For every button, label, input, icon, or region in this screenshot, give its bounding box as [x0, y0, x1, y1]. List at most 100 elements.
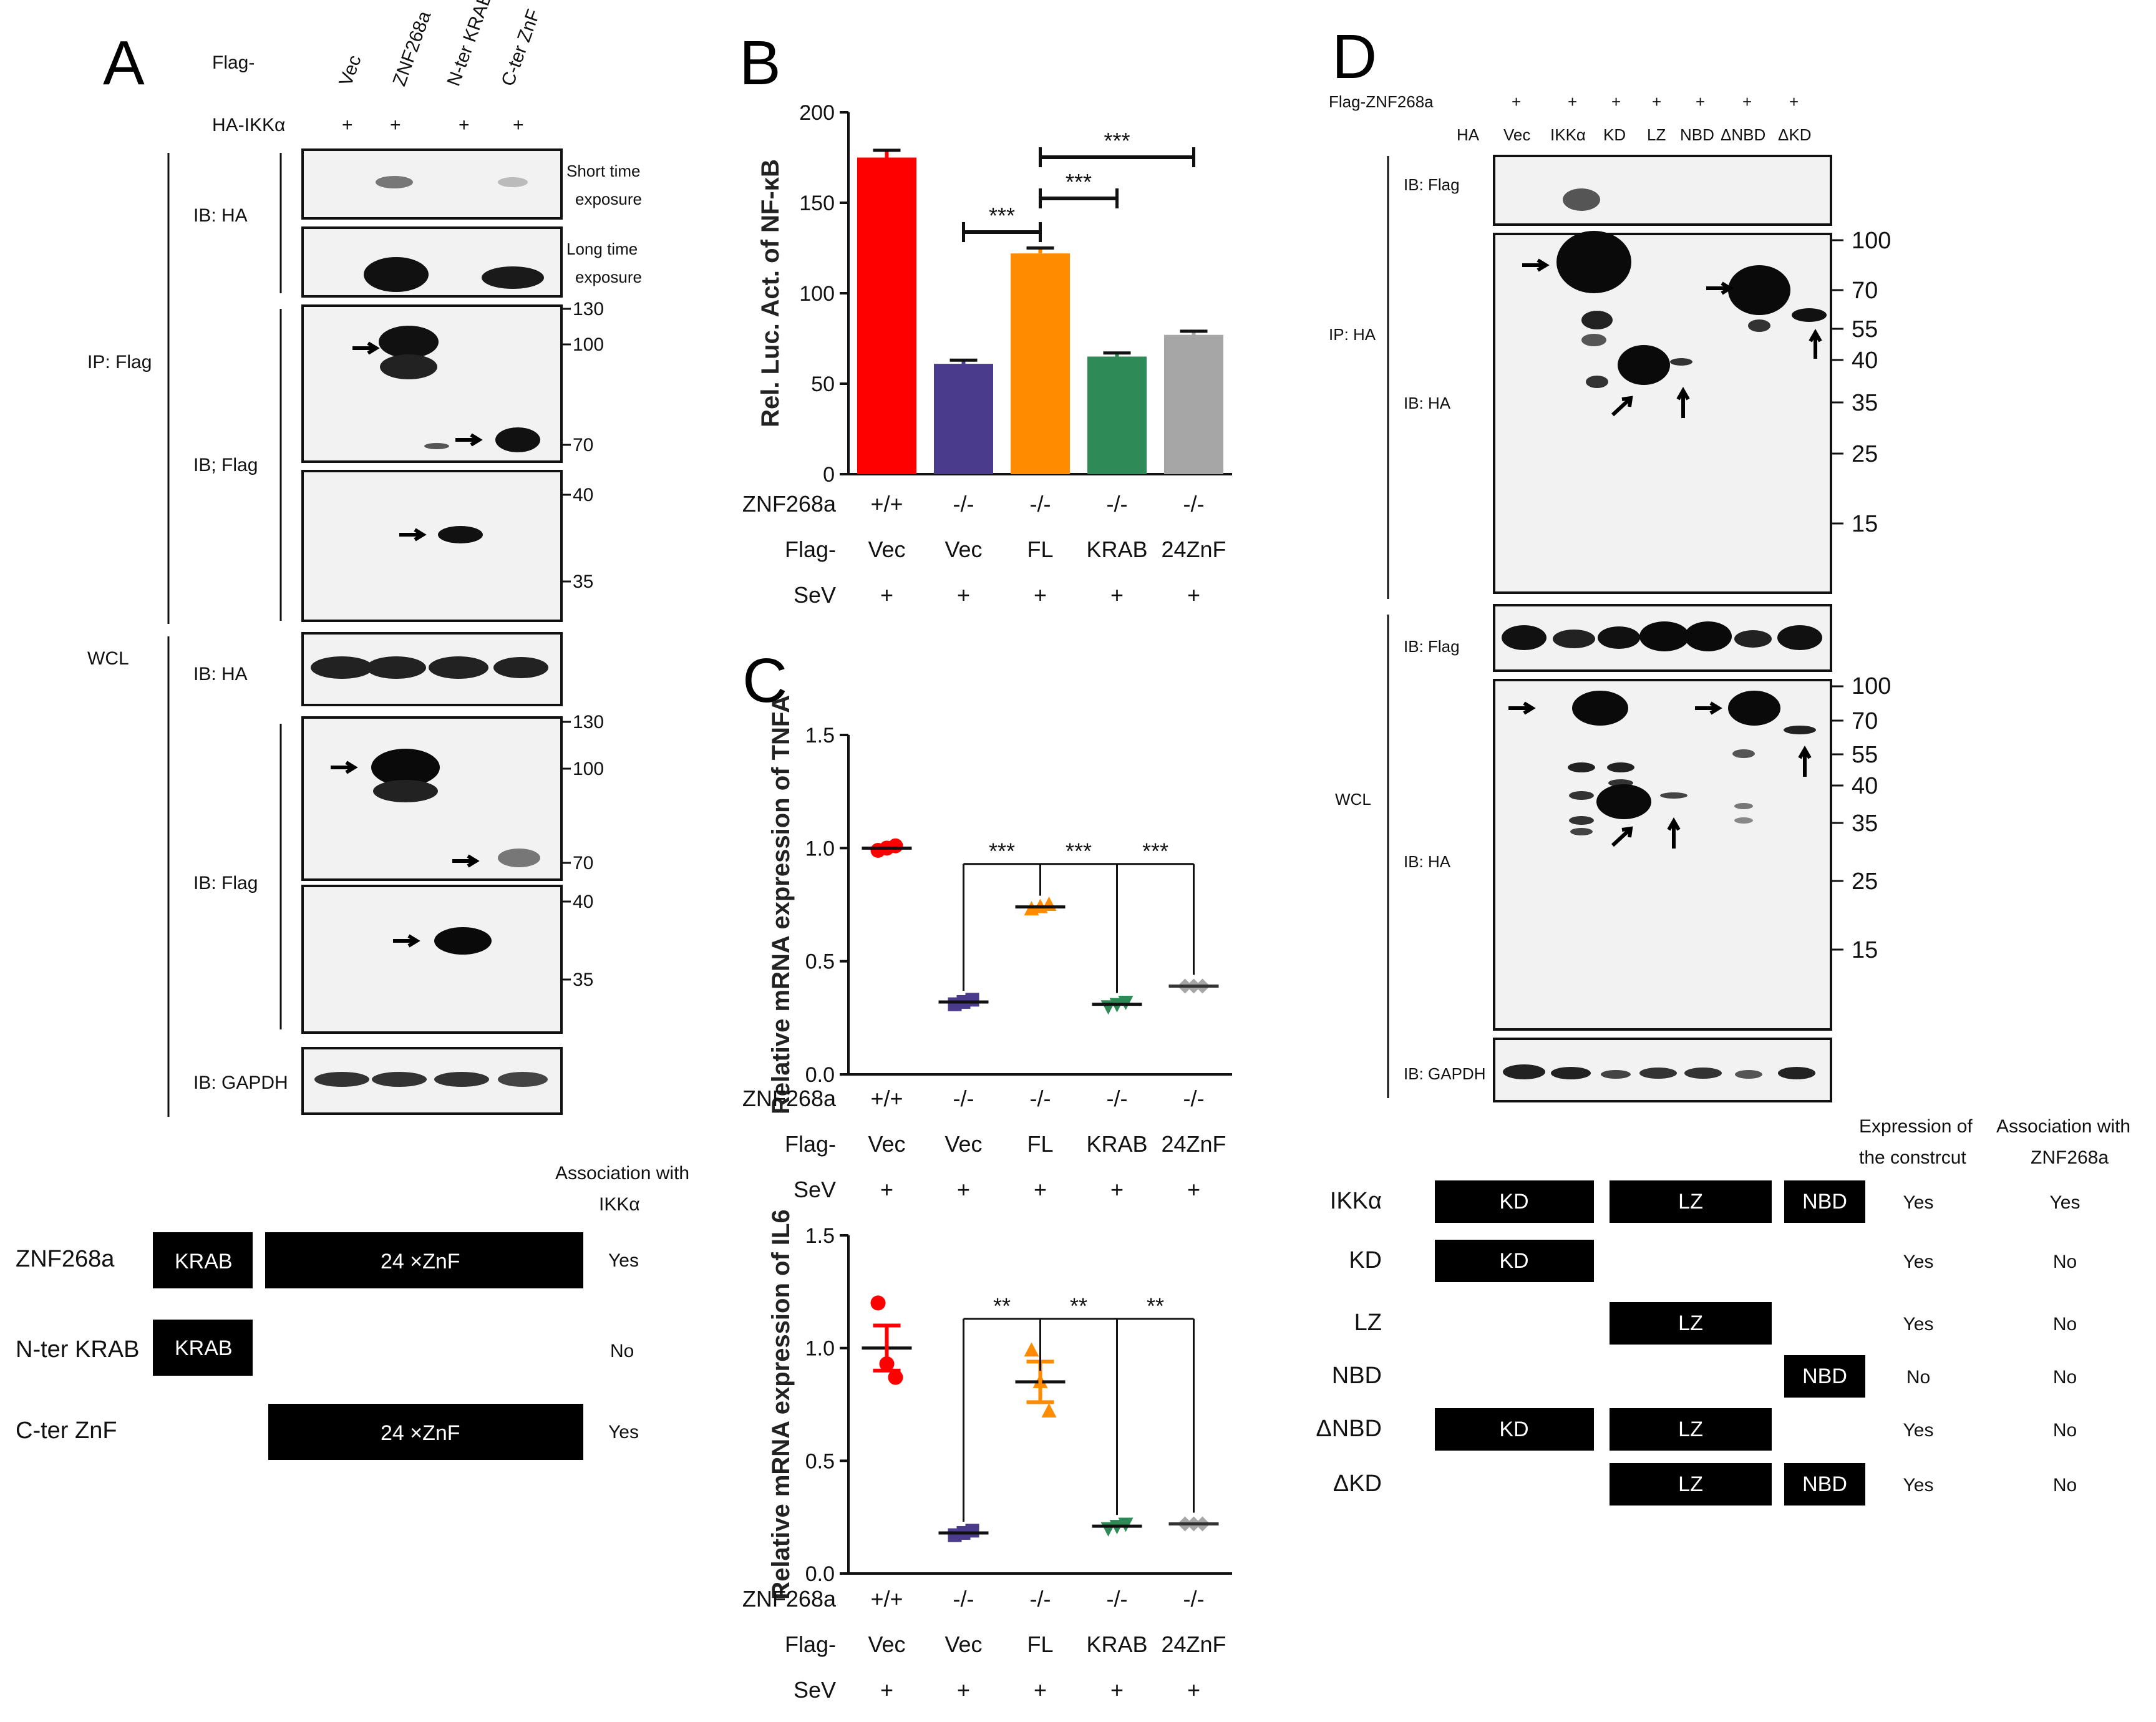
significance-label: ***: [1066, 169, 1092, 195]
arrow-icon: [331, 761, 358, 774]
a-ib-gapdh-label: IB: GAPDH: [193, 1073, 288, 1093]
a-wcl-ib-ha-label: IB: HA: [193, 664, 248, 684]
row-value: -/-: [953, 1086, 974, 1111]
d-band: [1684, 1068, 1722, 1079]
panel-a: A Flag- Vec ZNF268a N-ter KRAB C-ter ZnF…: [16, 0, 689, 1460]
d-band: [1563, 188, 1600, 211]
panel-d: D Flag-ZNF268a + + + + + + + HA Vec IKKα…: [1316, 22, 2130, 1506]
d-kd-block: [1435, 1408, 1594, 1451]
row-value: +: [1034, 582, 1047, 608]
d-kd-label: KD: [1499, 1190, 1528, 1214]
d-assoc-value: Yes: [2050, 1192, 2081, 1213]
panel-c-letter: C: [742, 646, 787, 716]
d-band: [1732, 749, 1755, 758]
a-wcl-label: WCL: [87, 648, 129, 669]
row-value: +: [1187, 1677, 1200, 1703]
d-flag-sign: +: [1652, 92, 1661, 111]
d-assoc-value: No: [2053, 1475, 2077, 1496]
row-label: Flag-: [785, 537, 836, 562]
d-nbd-label: NBD: [1802, 1364, 1847, 1388]
a-ha-sign: +: [390, 115, 401, 135]
data-point: [888, 838, 903, 854]
arrow-icon: [393, 934, 420, 948]
d-band: [1586, 376, 1608, 388]
d-band: [1596, 784, 1651, 819]
row-value: +: [1110, 1177, 1124, 1202]
arrow-icon: [1706, 281, 1734, 295]
y-tick-label: 1.0: [805, 1337, 835, 1361]
a-construct-name: N-ter KRAB: [16, 1336, 139, 1363]
a-mw: 40: [573, 892, 593, 912]
panel-b-letter: B: [739, 28, 781, 98]
d-lz-block: [1610, 1302, 1772, 1345]
a-mw: 40: [573, 485, 593, 505]
arrow-icon: [352, 341, 380, 355]
d-kd-label: KD: [1499, 1418, 1528, 1441]
bar: [934, 364, 993, 474]
data-point: [1041, 1403, 1057, 1418]
y-tick-label: 1.5: [805, 724, 835, 747]
row-label: ZNF268a: [742, 491, 837, 517]
arrow-icon: [1695, 701, 1722, 715]
d-lane: Vec: [1503, 125, 1530, 144]
significance-label: **: [1070, 1293, 1087, 1319]
row-value: -/-: [1183, 1086, 1205, 1111]
arrow-icon: [1508, 701, 1536, 715]
row-value: -/-: [1030, 1086, 1051, 1111]
d-wcl-label: WCL: [1335, 790, 1371, 809]
d-band: [1792, 308, 1827, 322]
row-value: +: [880, 1677, 893, 1703]
row-value: Vec: [868, 1131, 905, 1157]
a-znf-label: 24 ×ZnF: [381, 1250, 460, 1273]
a-ha-sign: +: [342, 115, 353, 135]
d-mw: 55: [1852, 742, 1878, 768]
d-band: [1734, 803, 1753, 809]
d-wcl-ib-flag-label: IB: Flag: [1404, 637, 1460, 656]
d-band: [1502, 625, 1547, 650]
a-construct-name: ZNF268a: [16, 1246, 115, 1272]
arrow-icon: [455, 433, 483, 447]
row-value: +: [1110, 582, 1124, 608]
row-value: +: [957, 1177, 970, 1202]
d-mw: 70: [1852, 708, 1878, 734]
arrow-icon: [1611, 396, 1633, 417]
d-mw: 100: [1852, 228, 1891, 254]
y-tick-label: 1.0: [805, 837, 835, 860]
d-band: [1570, 828, 1593, 835]
d-blot-wcl-ha: [1493, 679, 1832, 1031]
d-flag-sign: +: [1696, 92, 1705, 111]
bar: [857, 157, 916, 474]
d-ip-label: IP: HA: [1329, 325, 1376, 344]
y-tick-label: 200: [799, 101, 835, 125]
d-ib-flag-label: IB: Flag: [1404, 175, 1460, 194]
d-assoc-header-2: ZNF268a: [2031, 1147, 2109, 1168]
a-mw: 100: [573, 759, 604, 779]
a-assoc-header-1: Association with: [555, 1163, 689, 1184]
data-point: [1041, 897, 1057, 911]
a-lane-cter-znf: C-ter ZnF: [498, 7, 545, 89]
a-band: [498, 849, 540, 867]
d-flag-sign: +: [1568, 92, 1577, 111]
a-short-exposure-2: exposure: [575, 190, 642, 208]
panel-a-letter: A: [103, 28, 145, 98]
panel-c: C 0.0 0.5 1.0 1.5 Relative mRNA expression o…: [742, 646, 1232, 1703]
d-band: [1598, 626, 1640, 649]
a-band: [438, 526, 483, 543]
data-point: [965, 1524, 979, 1538]
y-axis-label: Relative mRNA expression of IL6: [767, 1209, 795, 1599]
arrow-icon: [1798, 745, 1812, 777]
d-wcl-ib-ha-label: IB: HA: [1404, 852, 1451, 871]
a-krab-block: [153, 1232, 253, 1288]
d-construct-name: ΔNBD: [1316, 1416, 1382, 1442]
a-ha-ikk-label: HA-IKKα: [212, 115, 285, 135]
bar-chart-nfkb: 0 50 100 150 200 Rel. Luc. Act. of NF-κB *** **…: [742, 101, 1232, 608]
a-ha-sign: +: [513, 115, 524, 135]
a-band: [311, 656, 373, 679]
d-band: [1569, 816, 1594, 825]
significance-label: ***: [1066, 839, 1092, 864]
row-label: ZNF268a: [742, 1086, 837, 1111]
d-kd-block: [1435, 1180, 1594, 1223]
a-mw: 70: [573, 853, 593, 873]
row-value: -/-: [1107, 491, 1128, 517]
